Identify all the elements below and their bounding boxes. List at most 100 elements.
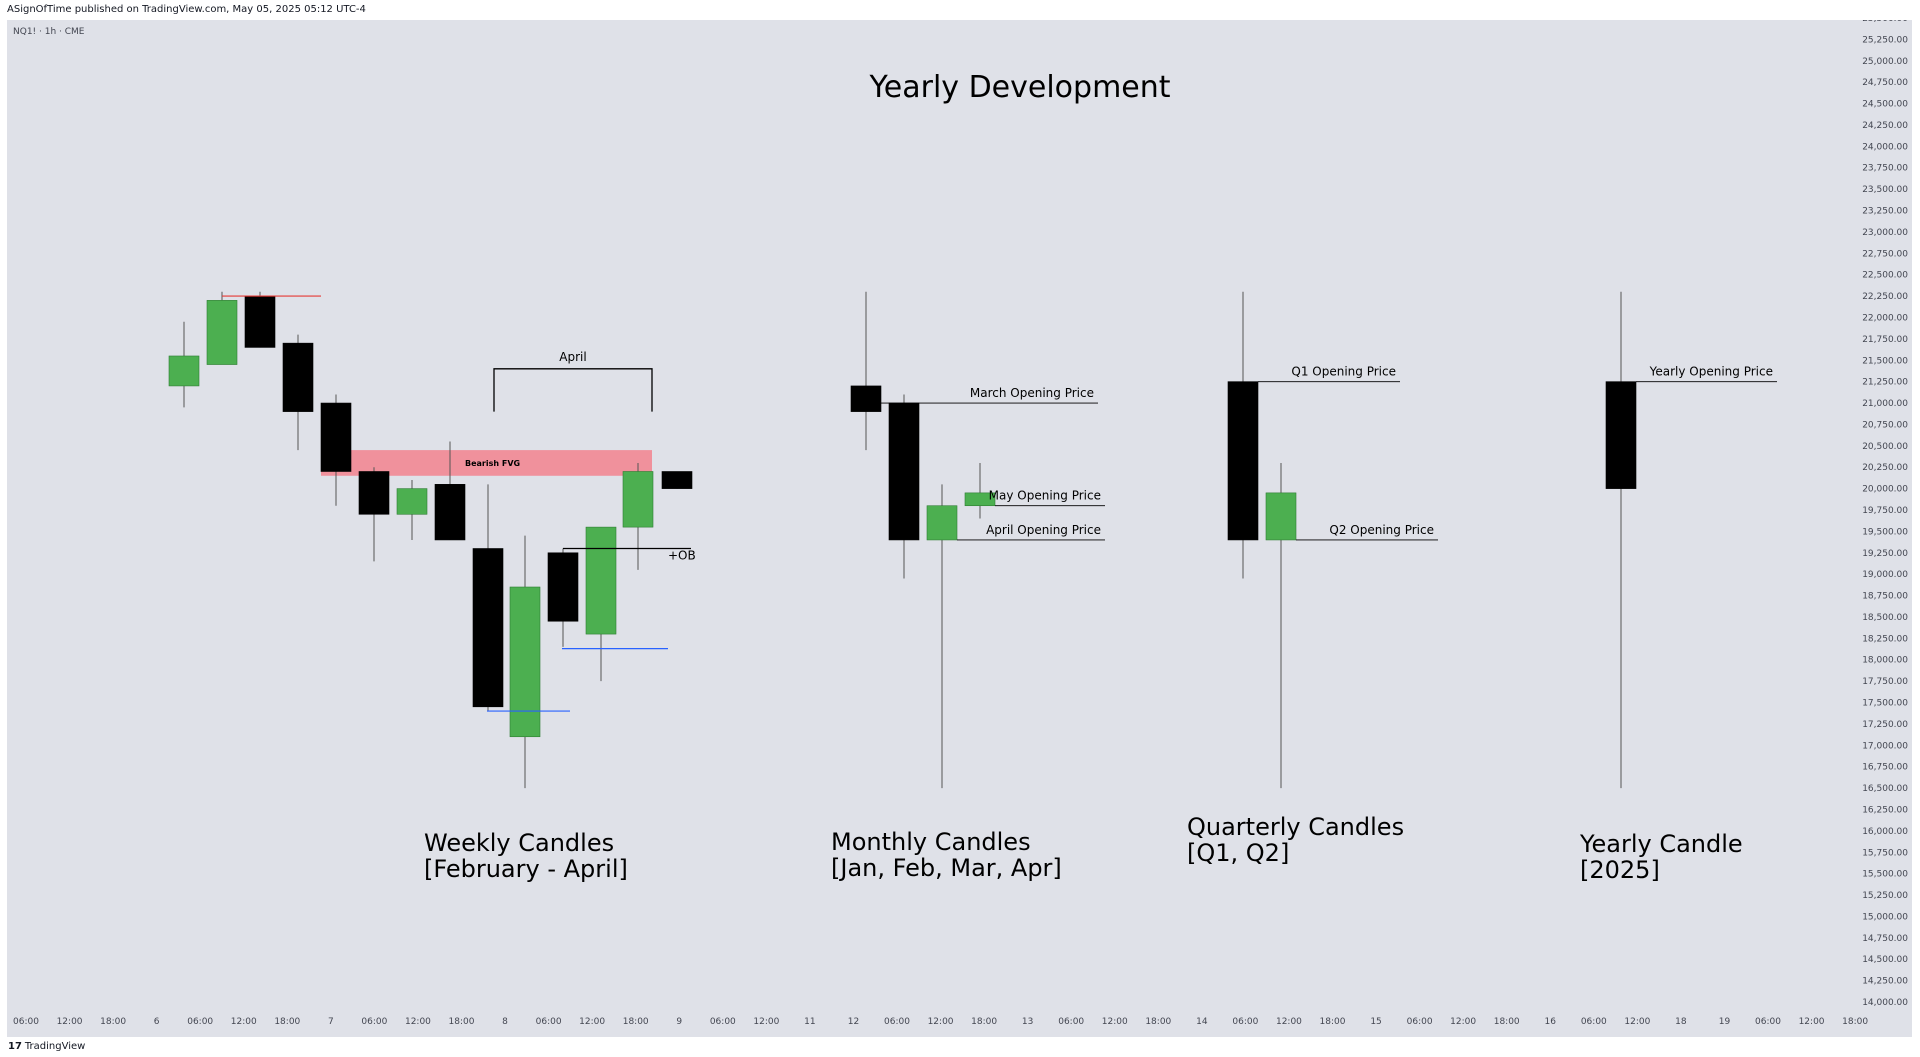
caption-line: Quarterly Candles (1187, 813, 1405, 841)
candlestick-chart[interactable]: 14,000.00 14,250.00 14,500.00 14,750.00 15,0… (7, 20, 1912, 1037)
x-tick-label: 18:00 (623, 1017, 649, 1027)
opening-price-label: Yearly Opening Price (1649, 365, 1773, 379)
y-tick-label: 18,500.00 (1862, 613, 1908, 623)
candle-body (1265, 492, 1297, 541)
y-tick-label: 21,250.00 (1862, 378, 1908, 388)
candle-body (547, 552, 579, 622)
x-tick-label: 06:00 (536, 1017, 562, 1027)
x-tick-label: 06:00 (1755, 1017, 1781, 1027)
symbol-label: NQ1! · 1h · CME (13, 27, 85, 37)
x-tick-label: 12:00 (1450, 1017, 1476, 1027)
y-tick-label: 23,750.00 (1862, 164, 1908, 174)
x-tick-label: 11 (804, 1017, 815, 1027)
x-tick-label: 18:00 (449, 1017, 475, 1027)
footer-bar: 17 TradingView (0, 1037, 1920, 1057)
x-tick-label: 18:00 (274, 1017, 300, 1027)
chart-title: Yearly Development (869, 70, 1171, 105)
y-tick-label: 23,000.00 (1862, 228, 1908, 238)
y-tick-label: 14,500.00 (1862, 955, 1908, 965)
candle-body (472, 548, 504, 708)
caption-line: Yearly Candle (1580, 830, 1743, 858)
x-tick-label: 12:00 (405, 1017, 431, 1027)
x-tick-label: 9 (676, 1017, 682, 1027)
y-tick-label: 16,500.00 (1862, 784, 1908, 794)
tradingview-logo-icon: 17 (8, 1041, 22, 1052)
y-tick-label: 23,250.00 (1862, 207, 1908, 217)
y-tick-label: 21,000.00 (1862, 399, 1908, 409)
x-tick-label: 12:00 (1276, 1017, 1302, 1027)
candle-body (622, 471, 654, 528)
x-tick-label: 14 (1196, 1017, 1208, 1027)
y-tick-label: 21,500.00 (1862, 356, 1908, 366)
x-tick-label: 12 (848, 1017, 859, 1027)
tradingview-logo[interactable]: 17 TradingView (8, 1040, 85, 1054)
y-tick-label: 20,750.00 (1862, 420, 1908, 430)
y-tick-label: 22,250.00 (1862, 292, 1908, 302)
x-tick-label: 18:00 (100, 1017, 126, 1027)
y-tick-label: 15,000.00 (1862, 912, 1908, 922)
y-tick-label: 20,000.00 (1862, 485, 1908, 495)
y-tick-label: 20,500.00 (1862, 442, 1908, 452)
opening-price-label: Q2 Opening Price (1329, 523, 1434, 537)
opening-price-label: May Opening Price (989, 489, 1101, 503)
opening-price-label: Q1 Opening Price (1291, 365, 1396, 379)
x-tick-label: 06:00 (1581, 1017, 1607, 1027)
candle-body (358, 471, 390, 515)
tradingview-logo-text: TradingView (24, 1041, 86, 1052)
publish-header: ASignOfTime published on TradingView.com… (0, 0, 1920, 20)
y-tick-label: 18,250.00 (1862, 634, 1908, 644)
y-tick-label: 25,000.00 (1862, 57, 1908, 67)
x-tick-label: 18:00 (1145, 1017, 1171, 1027)
y-tick-label: 17,500.00 (1862, 699, 1908, 709)
x-tick-label: 06:00 (1407, 1017, 1433, 1027)
y-tick-label: 24,750.00 (1862, 78, 1908, 88)
candle-body (1605, 381, 1637, 489)
y-tick-label: 22,000.00 (1862, 313, 1908, 323)
caption-yearly: Yearly Candle [2025] (1580, 831, 1743, 883)
ob-label: +OB (668, 549, 696, 563)
candle-body (320, 402, 352, 472)
published-text: ASignOfTime published on TradingView.com… (7, 4, 366, 15)
y-tick-label: 15,500.00 (1862, 870, 1908, 880)
candle-body (850, 385, 882, 412)
candle-body (926, 505, 958, 541)
caption-line: Weekly Candles (424, 829, 615, 857)
caption-line: [Jan, Feb, Mar, Apr] (831, 854, 1062, 882)
x-tick-label: 19 (1719, 1017, 1731, 1027)
y-tick-label: 17,750.00 (1862, 677, 1908, 687)
y-tick-label: 14,750.00 (1862, 934, 1908, 944)
y-tick-label: 22,500.00 (1862, 271, 1908, 281)
x-tick-label: 18:00 (1494, 1017, 1520, 1027)
x-tick-label: 06:00 (13, 1017, 39, 1027)
y-tick-label: 19,250.00 (1862, 549, 1908, 559)
y-tick-label: 23,500.00 (1862, 185, 1908, 195)
chart-area[interactable]: 14,000.00 14,250.00 14,500.00 14,750.00 15,0… (7, 20, 1912, 1037)
y-tick-label: 24,000.00 (1862, 142, 1908, 152)
x-tick-label: 6 (154, 1017, 160, 1027)
opening-price-label: March Opening Price (970, 386, 1094, 400)
x-tick-label: 13 (1022, 1017, 1033, 1027)
y-tick-label: 25,250.00 (1862, 35, 1908, 45)
y-tick-label: 19,500.00 (1862, 527, 1908, 537)
caption-line: [2025] (1580, 856, 1660, 884)
y-tick-label: 21,750.00 (1862, 335, 1908, 345)
opening-price-label: April Opening Price (986, 523, 1101, 537)
x-tick-label: 06:00 (1232, 1017, 1258, 1027)
y-tick-label: 19,750.00 (1862, 506, 1908, 516)
candle-body (396, 488, 428, 515)
y-tick-label: 24,250.00 (1862, 121, 1908, 131)
y-tick-label: 22,750.00 (1862, 249, 1908, 259)
fvg-label: Bearish FVG (465, 459, 520, 468)
caption-monthly: Monthly Candles [Jan, Feb, Mar, Apr] (831, 829, 1062, 881)
y-tick-label: 20,250.00 (1862, 463, 1908, 473)
y-tick-label: 14,000.00 (1862, 998, 1908, 1008)
x-tick-label: 06:00 (187, 1017, 213, 1027)
x-tick-label: 12:00 (1799, 1017, 1825, 1027)
x-tick-label: 18:00 (971, 1017, 997, 1027)
x-tick-label: 16 (1545, 1017, 1557, 1027)
caption-quarterly: Quarterly Candles [Q1, Q2] (1187, 814, 1404, 866)
y-tick-label: 25,500.00 (1862, 20, 1908, 24)
candle-body (1227, 381, 1259, 541)
candle-body (585, 526, 617, 635)
x-tick-label: 8 (502, 1017, 508, 1027)
